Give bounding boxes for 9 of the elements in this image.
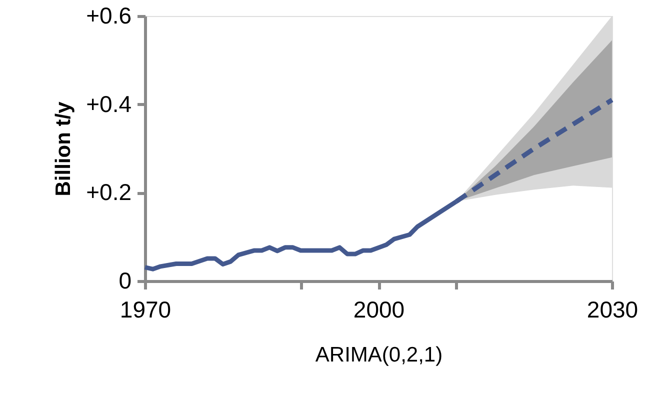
y-tick-label: 0	[118, 268, 132, 294]
x-tick-label: 2000	[353, 296, 405, 322]
x-tick-label: 2030	[586, 296, 638, 322]
x-axis-title: ARIMA(0,2,1)	[315, 344, 443, 366]
y-axis-title: Billion t/y	[52, 101, 76, 196]
x-tick-label: 1970	[120, 296, 172, 322]
y-tick-label: +0.6	[86, 2, 132, 28]
y-tick-label: +0.4	[86, 90, 132, 117]
y-tick-label: +0.2	[86, 179, 132, 206]
